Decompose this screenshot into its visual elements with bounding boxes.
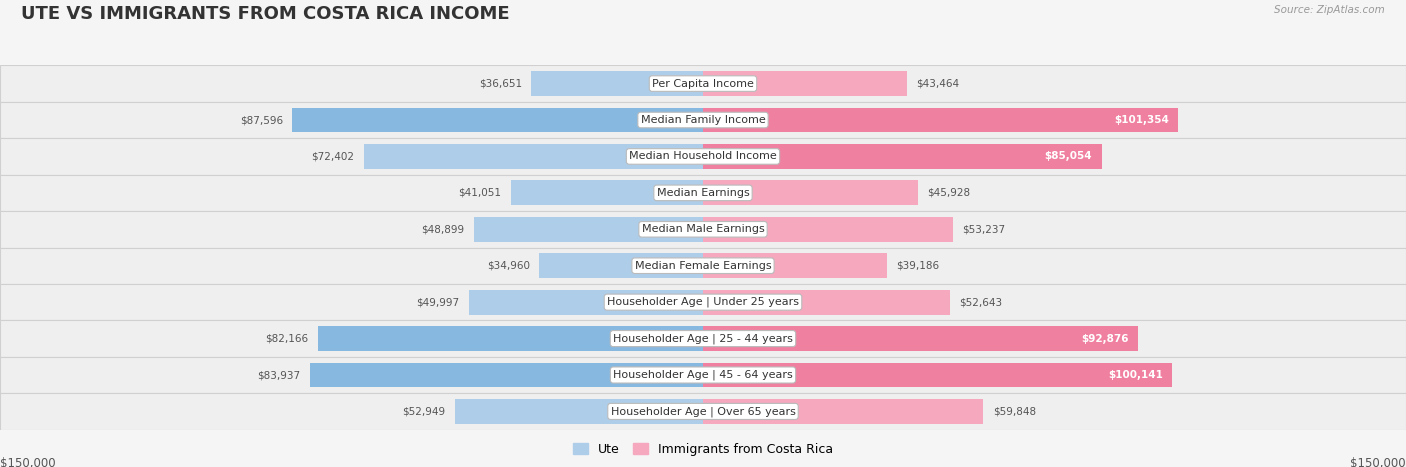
Bar [309, 362, 703, 388]
Text: $49,997: $49,997 [416, 297, 460, 307]
Bar [0, 65, 1406, 102]
Bar [703, 107, 1178, 133]
Text: $100,141: $100,141 [1108, 370, 1163, 380]
Text: $59,848: $59,848 [993, 406, 1036, 417]
Bar [703, 290, 949, 315]
Bar [0, 284, 1406, 320]
Bar [703, 144, 1102, 169]
Text: $52,643: $52,643 [959, 297, 1002, 307]
Bar [0, 248, 1406, 284]
Text: $87,596: $87,596 [240, 115, 283, 125]
Text: $48,899: $48,899 [422, 224, 464, 234]
Text: $83,937: $83,937 [257, 370, 301, 380]
Text: $43,464: $43,464 [917, 78, 959, 89]
Bar [538, 253, 703, 278]
Text: Median Male Earnings: Median Male Earnings [641, 224, 765, 234]
Text: Householder Age | Over 65 years: Householder Age | Over 65 years [610, 406, 796, 417]
Bar [474, 217, 703, 242]
Bar [0, 393, 1406, 430]
Text: $82,166: $82,166 [266, 333, 308, 344]
Bar [0, 320, 1406, 357]
Bar [364, 144, 703, 169]
Text: $72,402: $72,402 [311, 151, 354, 162]
Bar [0, 175, 1406, 211]
Bar [318, 326, 703, 351]
Text: Median Household Income: Median Household Income [628, 151, 778, 162]
Bar [468, 290, 703, 315]
Bar [0, 357, 1406, 393]
Text: $92,876: $92,876 [1081, 333, 1129, 344]
Bar [703, 326, 1139, 351]
Bar [703, 253, 887, 278]
Text: Source: ZipAtlas.com: Source: ZipAtlas.com [1274, 5, 1385, 14]
Legend: Ute, Immigrants from Costa Rica: Ute, Immigrants from Costa Rica [568, 438, 838, 461]
Text: Median Family Income: Median Family Income [641, 115, 765, 125]
Text: Median Earnings: Median Earnings [657, 188, 749, 198]
Text: $150,000: $150,000 [1350, 457, 1406, 467]
Text: $85,054: $85,054 [1045, 151, 1092, 162]
Bar [292, 107, 703, 133]
Text: UTE VS IMMIGRANTS FROM COSTA RICA INCOME: UTE VS IMMIGRANTS FROM COSTA RICA INCOME [21, 5, 510, 23]
Text: Householder Age | 25 - 44 years: Householder Age | 25 - 44 years [613, 333, 793, 344]
Bar [703, 71, 907, 96]
Text: Householder Age | 45 - 64 years: Householder Age | 45 - 64 years [613, 370, 793, 380]
Text: $39,186: $39,186 [896, 261, 939, 271]
Text: $101,354: $101,354 [1114, 115, 1168, 125]
Bar [703, 180, 918, 205]
Text: $34,960: $34,960 [486, 261, 530, 271]
Text: Median Female Earnings: Median Female Earnings [634, 261, 772, 271]
Bar [703, 399, 983, 424]
Bar [0, 211, 1406, 248]
Bar [0, 138, 1406, 175]
Bar [531, 71, 703, 96]
Text: $45,928: $45,928 [928, 188, 970, 198]
Text: $36,651: $36,651 [478, 78, 522, 89]
Bar [703, 362, 1173, 388]
Text: Per Capita Income: Per Capita Income [652, 78, 754, 89]
Bar [0, 102, 1406, 138]
Text: $150,000: $150,000 [0, 457, 56, 467]
Text: $53,237: $53,237 [962, 224, 1005, 234]
Text: $41,051: $41,051 [458, 188, 501, 198]
Text: $52,949: $52,949 [402, 406, 446, 417]
Bar [456, 399, 703, 424]
Bar [703, 217, 952, 242]
Bar [510, 180, 703, 205]
Text: Householder Age | Under 25 years: Householder Age | Under 25 years [607, 297, 799, 307]
